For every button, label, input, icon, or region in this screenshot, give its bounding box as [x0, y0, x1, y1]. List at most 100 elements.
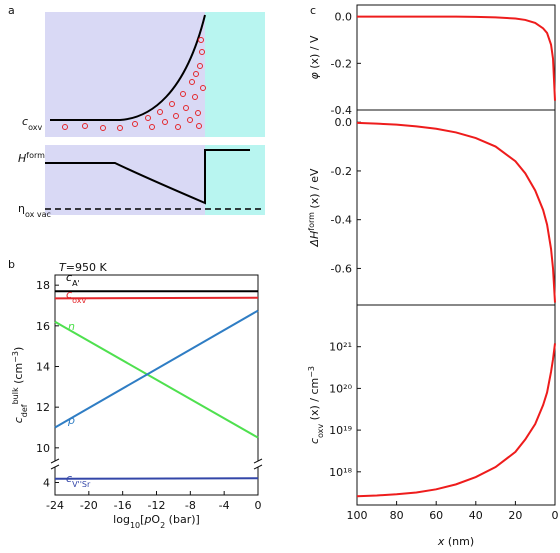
text-part: p	[67, 414, 75, 427]
text-part: form	[26, 151, 45, 160]
text-part: (cm	[12, 363, 25, 388]
axis-break	[51, 461, 262, 467]
y-tick-label: 12	[36, 401, 50, 414]
y-tick-label: -0.4	[331, 104, 352, 117]
y-axis-label: coxv (x) / cm−3	[307, 366, 325, 444]
y-tick-label: 10¹⁸	[329, 466, 352, 479]
x-tick-label: 0	[552, 509, 559, 522]
series-label: coxv	[66, 288, 86, 305]
text-part: c	[308, 438, 321, 444]
y-tick-label: 14	[36, 361, 50, 374]
text-part: 2	[160, 521, 165, 530]
text-part: V''Sr	[72, 480, 91, 489]
x-tick-label: 40	[469, 509, 483, 522]
series-label: cV''Sr	[66, 472, 91, 489]
energy-curve	[45, 149, 250, 205]
y-tick-label: -0.2	[331, 165, 352, 178]
text-part: −3	[11, 351, 20, 363]
text-part: (bar)]	[165, 513, 200, 526]
y-tick-label: 4	[43, 477, 50, 490]
text-part: def	[20, 404, 29, 417]
text-part: 10	[130, 521, 140, 530]
surface-region	[205, 12, 265, 137]
x-tick-label: 60	[429, 509, 443, 522]
text-part: (x) / V	[308, 35, 321, 72]
x-axis-label: x (nm)	[437, 535, 474, 548]
text-part: c	[66, 472, 72, 485]
y-axis-label: ΔHform (x) / eV	[307, 168, 322, 248]
series-line	[54, 320, 259, 439]
panel-label: c	[310, 4, 316, 17]
x-tick-label: -16	[114, 499, 132, 512]
x-tick-label: 0	[255, 499, 262, 512]
x-axis-label: log10[pO2 (bar)]	[113, 513, 200, 530]
text-part: bulk	[11, 387, 20, 404]
series-line	[356, 343, 556, 498]
y-tick-label: 0.0	[335, 116, 353, 129]
y-tick-label: -0.2	[331, 57, 352, 70]
x-tick-label: -24	[46, 499, 64, 512]
y-tick-label: 10	[36, 442, 50, 455]
vacancy-markers	[62, 37, 206, 131]
text-part: p	[143, 513, 151, 526]
text-part: n	[68, 320, 75, 333]
concentration-curve	[50, 14, 206, 121]
text-part: φ	[308, 72, 321, 80]
series-line	[356, 121, 556, 303]
y-tick-label: 18	[36, 279, 50, 292]
series-line	[54, 309, 259, 429]
series-label: p	[67, 414, 75, 427]
text-part: oxv	[72, 296, 86, 305]
schematic-label: Hform	[18, 151, 45, 166]
text-part: −3	[307, 366, 316, 378]
y-axis-label: φ (x) / V	[308, 35, 321, 80]
text-part: T	[59, 261, 67, 274]
panel-label: a	[8, 4, 15, 17]
x-tick-label: 80	[390, 509, 404, 522]
break-mark	[253, 458, 263, 464]
bulk-region	[45, 145, 205, 215]
break-mark	[50, 464, 60, 470]
plot-frame	[356, 109, 556, 306]
x-tick-label: -4	[219, 499, 230, 512]
text-part: c	[22, 115, 28, 128]
break-mark	[253, 464, 263, 470]
text-part: log	[113, 513, 130, 526]
text-part: oxv	[316, 424, 325, 438]
series-line	[54, 296, 259, 300]
y-tick-label: -0.6	[331, 262, 352, 275]
text-part: H	[18, 152, 26, 165]
y-tick-label: 10²⁰	[329, 382, 352, 395]
series-line	[54, 477, 259, 480]
text-part: [	[140, 513, 144, 526]
schematic: coxv Hform ηox vac	[18, 12, 265, 219]
text-part: A'	[72, 279, 80, 288]
text-part: (x) / cm	[308, 378, 321, 424]
break-mark	[50, 458, 60, 464]
surface-region	[205, 145, 265, 215]
x-tick-label: -20	[80, 499, 98, 512]
text-part: form	[307, 212, 316, 231]
text-part: ΔH	[308, 231, 321, 248]
text-part: (nm)	[444, 535, 474, 548]
y-tick-label: 0.0	[335, 11, 353, 24]
schematic-label: ηox vac	[18, 202, 51, 219]
schematic-label: coxv	[22, 115, 42, 132]
text-part: (x) / eV	[308, 168, 321, 212]
bulk-region	[45, 12, 205, 137]
y-tick-label: 10¹⁹	[329, 424, 352, 437]
panel-label: b	[8, 258, 15, 271]
x-tick-label: -8	[185, 499, 196, 512]
series-line	[357, 15, 556, 101]
annotation: T=950 K	[59, 261, 107, 274]
text-part: O	[151, 513, 160, 526]
text-part: )	[12, 347, 25, 351]
text-part: =950 K	[66, 261, 108, 274]
x-tick-label: -12	[148, 499, 166, 512]
text-part: η	[18, 202, 25, 215]
text-part: c	[66, 271, 72, 284]
text-part: c	[66, 288, 72, 301]
x-tick-label: 100	[347, 509, 368, 522]
text-part: oxv	[28, 123, 42, 132]
